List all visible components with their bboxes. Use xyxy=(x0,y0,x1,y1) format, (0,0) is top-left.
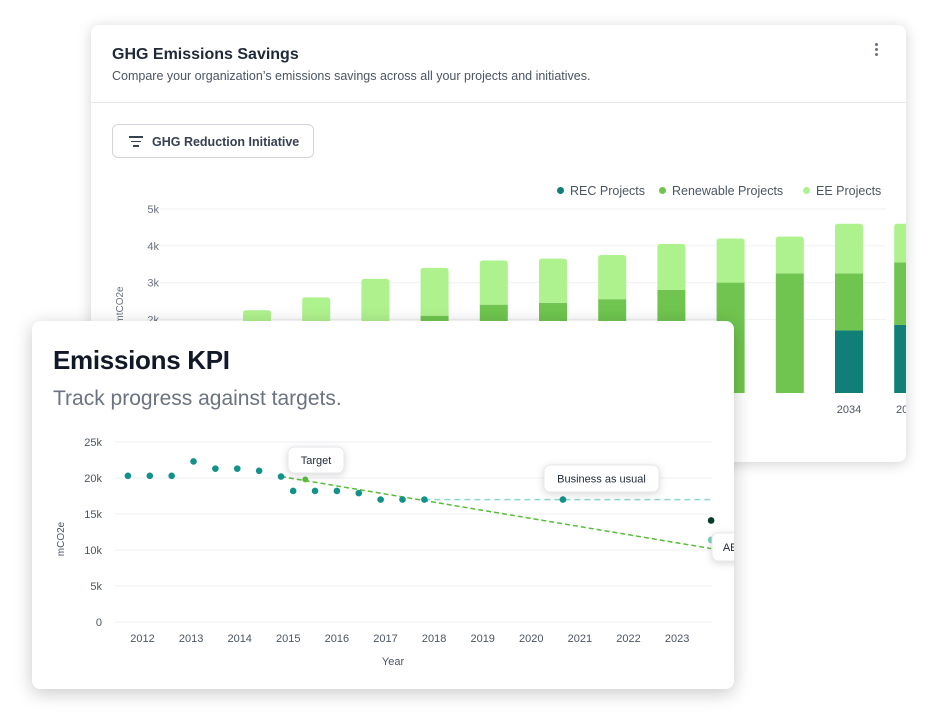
x-tick-label: 2034 xyxy=(837,404,861,416)
x-tick-label: 2017 xyxy=(373,633,397,645)
legend-label: REC Projects xyxy=(570,184,646,198)
bar-segment xyxy=(894,324,906,393)
data-point xyxy=(190,458,197,465)
x-tick-label: 2014 xyxy=(227,633,251,645)
legend-dot-rec xyxy=(557,187,564,194)
x-tick-label: 2015 xyxy=(276,633,300,645)
filter-icon xyxy=(129,136,143,148)
emissions-kpi-card: Emissions KPI Track progress against tar… xyxy=(32,321,734,689)
card-subtitle: Track progress against targets. xyxy=(53,387,342,410)
data-point xyxy=(559,496,567,503)
y-axis-label: mCO2e xyxy=(56,521,67,556)
legend-item-renewable[interactable]: Renewable Projects xyxy=(659,184,783,198)
bar-segment xyxy=(479,260,508,305)
y-axis-label: mtCO2e xyxy=(115,286,126,324)
x-tick-label: 2020 xyxy=(519,633,543,645)
y-tick-label: 3k xyxy=(147,278,159,290)
x-tick-label: 2018 xyxy=(422,633,446,645)
filter-button-label: GHG Reduction Initiative xyxy=(152,135,300,149)
bar-segment xyxy=(716,238,745,283)
data-point xyxy=(421,496,428,503)
emissions-kpi-chart: 25k 20k 15k 10k 5k 0 mCO2e 2012 2013 2014 2015 2016… xyxy=(56,437,734,668)
legend-label: EE Projects xyxy=(816,184,882,198)
bar-segment xyxy=(835,330,863,393)
x-tick-label: 2016 xyxy=(325,633,349,645)
card-subtitle: Compare your organization’s emissions sa… xyxy=(112,69,591,83)
kebab-menu-icon[interactable] xyxy=(869,41,883,63)
x-axis-label: Year xyxy=(382,656,405,668)
data-point xyxy=(255,467,263,475)
aec-callout-box xyxy=(711,532,734,562)
data-point xyxy=(212,465,219,472)
filter-button[interactable]: GHG Reduction Initiative xyxy=(112,124,314,158)
aec-callout-label: AEC 1.5° C xyxy=(723,542,734,554)
card-title: Emissions KPI xyxy=(53,345,230,375)
data-point xyxy=(333,487,341,495)
bar-segment xyxy=(420,267,449,316)
y-tick-label: 0 xyxy=(96,617,102,629)
y-tick-label: 5k xyxy=(147,204,159,216)
data-point xyxy=(377,496,384,503)
target-callout-label: Target xyxy=(301,455,332,467)
x-tick-label: 2019 xyxy=(470,633,494,645)
data-point xyxy=(311,487,319,495)
data-point xyxy=(124,472,132,480)
x-tick-label: 2012 xyxy=(130,633,154,645)
legend-item-ee[interactable]: EE Projects xyxy=(803,184,881,198)
bau-callout-box xyxy=(543,464,660,493)
bar-segment xyxy=(835,223,863,274)
bar-segment xyxy=(894,223,906,263)
data-point xyxy=(233,465,241,472)
x-tick-label: 2013 xyxy=(179,633,203,645)
data-point xyxy=(707,517,715,524)
bar-segment xyxy=(598,255,627,300)
y-tick-label: 5k xyxy=(90,581,102,593)
target-callout-box xyxy=(287,446,345,474)
data-point xyxy=(355,489,363,497)
data-point xyxy=(168,472,175,480)
bar-segment xyxy=(539,258,567,303)
bar-segment xyxy=(775,273,804,393)
data-point xyxy=(146,472,154,480)
legend-item-rec[interactable]: REC Projects xyxy=(557,184,645,198)
bar-segment xyxy=(894,262,906,325)
bau-callout-label: Business as usual xyxy=(557,474,646,486)
legend-label: Renewable Projects xyxy=(672,184,784,198)
y-tick-label: 4k xyxy=(147,241,159,253)
legend-dot-ee xyxy=(803,187,810,194)
y-tick-label: 10k xyxy=(84,545,102,557)
data-point xyxy=(289,487,297,495)
x-tick-label: 2035 xyxy=(896,404,906,416)
target-line xyxy=(280,475,712,550)
y-tick-label: 20k xyxy=(84,473,102,485)
x-tick-label: 2023 xyxy=(665,633,689,645)
data-point xyxy=(399,496,406,503)
bar-segment xyxy=(775,236,804,274)
header-divider xyxy=(91,102,906,103)
x-tick-label: 2022 xyxy=(616,633,640,645)
bar-segment xyxy=(835,273,863,331)
y-tick-label: 15k xyxy=(84,509,102,521)
data-point xyxy=(277,473,285,480)
legend-dot-renewable xyxy=(659,187,666,194)
target-point xyxy=(302,476,309,483)
bar-segment xyxy=(657,243,686,290)
card-title: GHG Emissions Savings xyxy=(112,46,299,63)
y-tick-label: 25k xyxy=(84,437,102,449)
x-tick-label: 2021 xyxy=(568,633,592,645)
